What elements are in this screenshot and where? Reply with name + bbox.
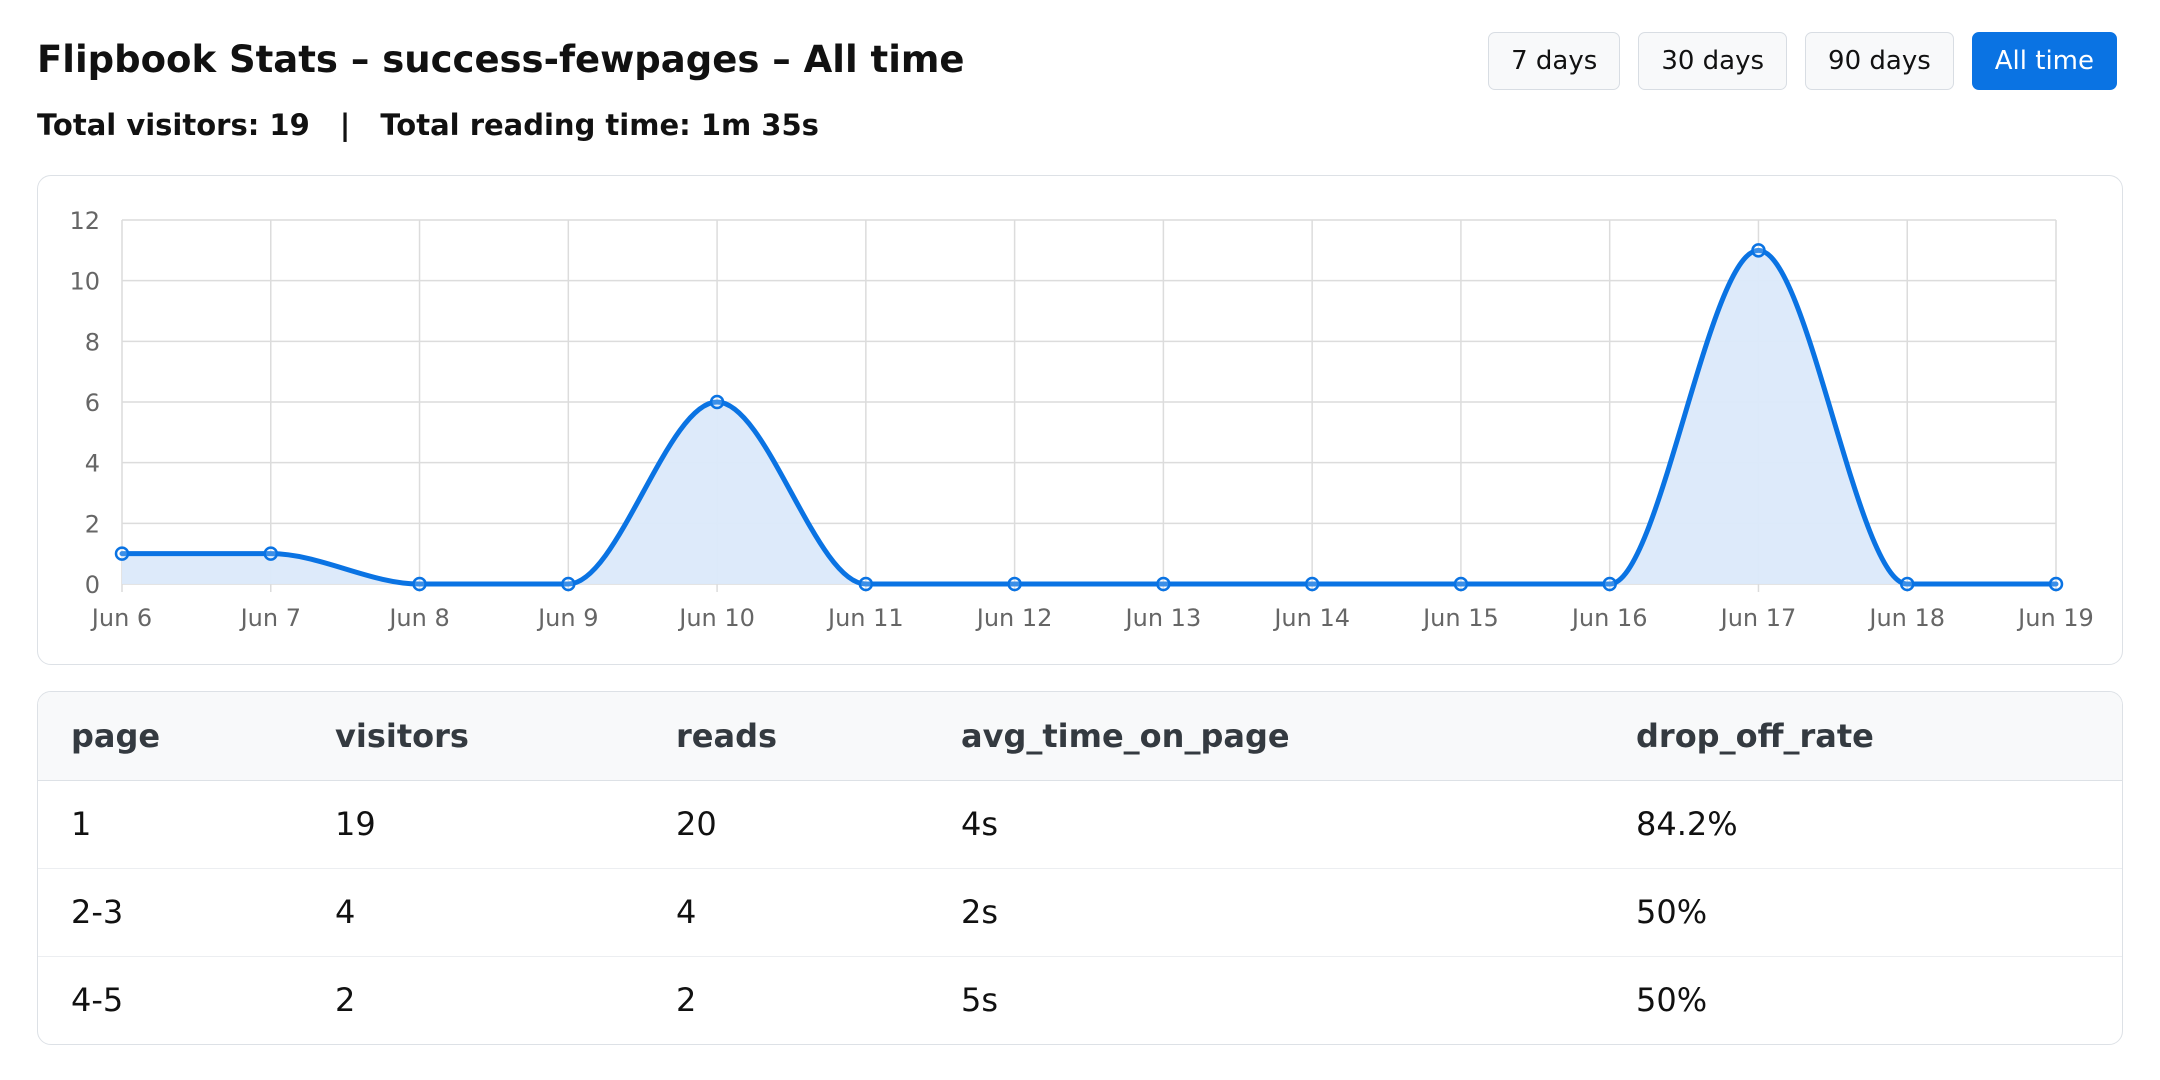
data-point [412,576,427,592]
x-tick-label: Jun 12 [975,604,1053,632]
x-tick-label: Jun 19 [2016,604,2094,632]
data-point [1156,576,1171,592]
data-point [2048,576,2064,592]
x-tick-label: Jun 11 [826,604,904,632]
data-point [1751,243,1766,258]
cell-reads: 20 [643,780,928,869]
x-tick-label: Jun 18 [1867,604,1945,632]
x-tick-label: Jun 10 [677,604,755,632]
column-header-reads: reads [643,692,928,781]
column-header-visitors: visitors [302,692,643,781]
data-point [1007,576,1022,592]
range-90-days-button[interactable]: 90 days [1805,32,1954,90]
cell-visitors: 19 [302,780,643,869]
cell-visitors: 2 [335,981,356,1020]
y-tick-label: 10 [69,268,100,296]
summary-line: Total visitors: 19 | Total reading time:… [37,106,819,144]
cell-drop-off: 50% [1636,981,1708,1020]
x-tick-label: Jun 13 [1124,604,1202,632]
data-point [858,576,874,592]
page-stats-table: page visitors reads avg_time_on_page dro… [38,692,2122,1044]
data-point [263,546,279,561]
column-header-page: page [38,692,302,781]
visitors-chart: 0 2 4 6 8 10 12 Jun 6 Jun 7 Jun 8 Jun 9 Jun 10 Jun 1… [69,207,2094,632]
table-row: 2-3 4 4 2s 50% [38,868,2122,957]
x-tick-label: Jun 14 [1272,604,1350,632]
data-point [1304,576,1320,592]
data-point [1453,576,1469,592]
total-visitors: Total visitors: 19 [37,108,310,142]
x-tick-label: Jun 17 [1719,604,1797,632]
page-title: Flipbook Stats – success-fewpages – All … [37,38,965,81]
visitors-line [119,247,2059,587]
y-tick-label: 0 [85,571,100,599]
cell-avg-time: 5s [961,981,999,1020]
range-all-time-button[interactable]: All time [1971,32,2117,90]
cell-visitors: 4 [302,868,643,957]
cell-drop-off: 84.2% [1603,780,2122,869]
column-header-drop-off: drop_off_rate [1603,692,2122,781]
cell-avg-time: 4s [928,780,1603,869]
cell-page: 1 [38,780,302,869]
x-tick-label: Jun 16 [1570,604,1648,632]
cell-drop-off: 50% [1603,868,2122,957]
x-tick-label: Jun 6 [90,604,152,632]
x-tick-label: Jun 7 [239,604,301,632]
x-tick-label: Jun 15 [1421,604,1499,632]
cell-reads: 4 [643,868,928,957]
y-tick-label: 6 [85,389,100,417]
table-row: 1 19 20 4s 84.2% [38,780,2122,869]
data-point [114,546,130,561]
table-row: 4-5 2 2 5s 50% [38,956,2122,1044]
y-tick-label: 12 [69,207,100,235]
y-tick-label: 2 [85,510,100,538]
cell-avg-time: 2s [928,868,1603,957]
page-stats-table-card: page visitors reads avg_time_on_page dro… [37,691,2123,1045]
cell-page: 2-3 [38,868,302,957]
y-tick-label: 4 [85,450,100,478]
y-tick-label: 8 [85,328,100,356]
x-tick-label: Jun 8 [387,604,449,632]
range-selector: 7 days 30 days 90 days All time [1488,32,2117,90]
data-point [709,394,725,410]
range-30-days-button[interactable]: 30 days [1638,32,1788,90]
visitors-chart-card: 0 2 4 6 8 10 12 Jun 6 Jun 7 Jun 8 Jun 9 Jun 10 Jun 1… [37,175,2123,665]
summary-separator: | [339,108,351,142]
column-header-avg-time: avg_time_on_page [928,692,1603,781]
cell-reads: 2 [676,981,697,1020]
table-header-row: page visitors reads avg_time_on_page dro… [38,692,2122,781]
data-point [1899,576,1915,592]
range-7-days-button[interactable]: 7 days [1488,32,1621,90]
total-reading-time: Total reading time: 1m 35s [380,108,819,142]
x-tick-label: Jun 9 [536,604,598,632]
data-point [1602,576,1617,592]
visitors-area-fill [122,250,2056,584]
data-point [561,576,576,592]
cell-page: 4-5 [71,981,124,1020]
